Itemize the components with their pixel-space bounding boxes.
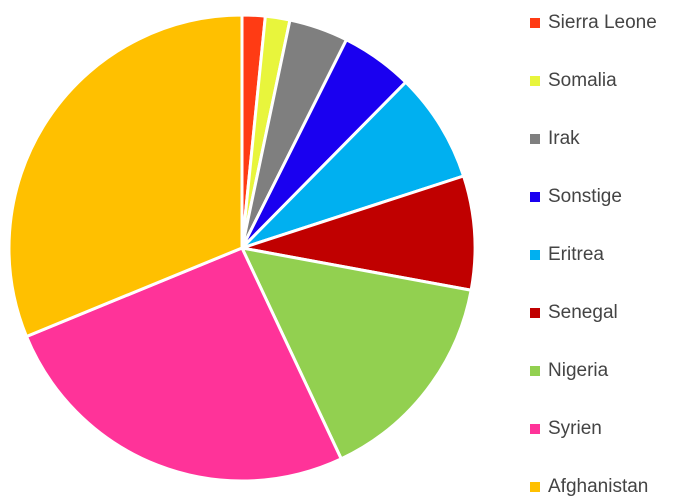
legend-swatch: [530, 134, 540, 144]
legend-label: Sierra Leone: [548, 12, 657, 33]
legend-swatch: [530, 192, 540, 202]
legend-label: Irak: [548, 128, 580, 149]
pie-slice: [240, 80, 466, 250]
legend-label: Afghanistan: [548, 476, 648, 497]
pie-slice: [7, 13, 244, 339]
legend-swatch: [530, 250, 540, 260]
legend-swatch: [530, 366, 540, 376]
legend-label: Nigeria: [548, 360, 609, 381]
pie-slice: [241, 174, 477, 292]
legend-label: Sonstige: [548, 186, 622, 207]
legend-swatch: [530, 424, 540, 434]
legend-label: Syrien: [548, 418, 602, 439]
legend-label: Eritrea: [548, 244, 604, 265]
legend-swatch: [530, 482, 540, 492]
legend-swatch: [530, 308, 540, 318]
legend-label: Somalia: [548, 70, 617, 91]
pie-slice: [24, 246, 344, 483]
legend-label: Senegal: [548, 302, 618, 323]
pie-slice: [239, 245, 473, 461]
legend-swatch: [530, 18, 540, 28]
legend-swatch: [530, 76, 540, 86]
